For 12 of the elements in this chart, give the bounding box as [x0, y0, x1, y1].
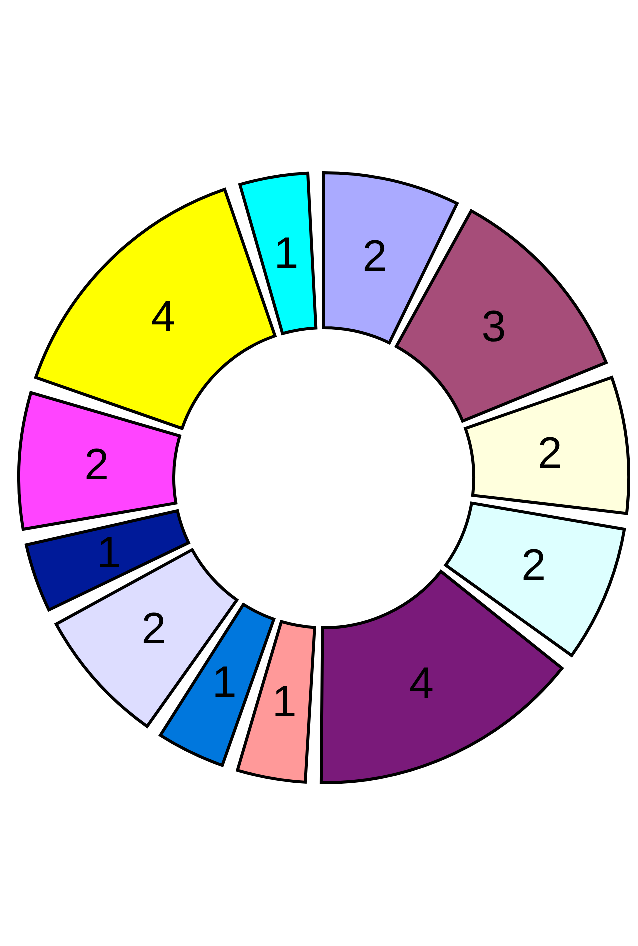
data-label: 2: [84, 440, 110, 490]
data-label: 4: [409, 658, 434, 708]
data-label: 1: [274, 229, 299, 278]
data-label: 2: [538, 428, 562, 478]
data-label: 3: [482, 302, 506, 352]
data-label: 4: [151, 292, 176, 342]
data-label: 2: [142, 604, 166, 654]
data-label: 2: [362, 232, 388, 281]
data-label: 1: [96, 528, 122, 578]
data-label: 2: [522, 541, 546, 590]
data-label: 1: [272, 678, 297, 727]
data-label: 1: [212, 658, 237, 708]
